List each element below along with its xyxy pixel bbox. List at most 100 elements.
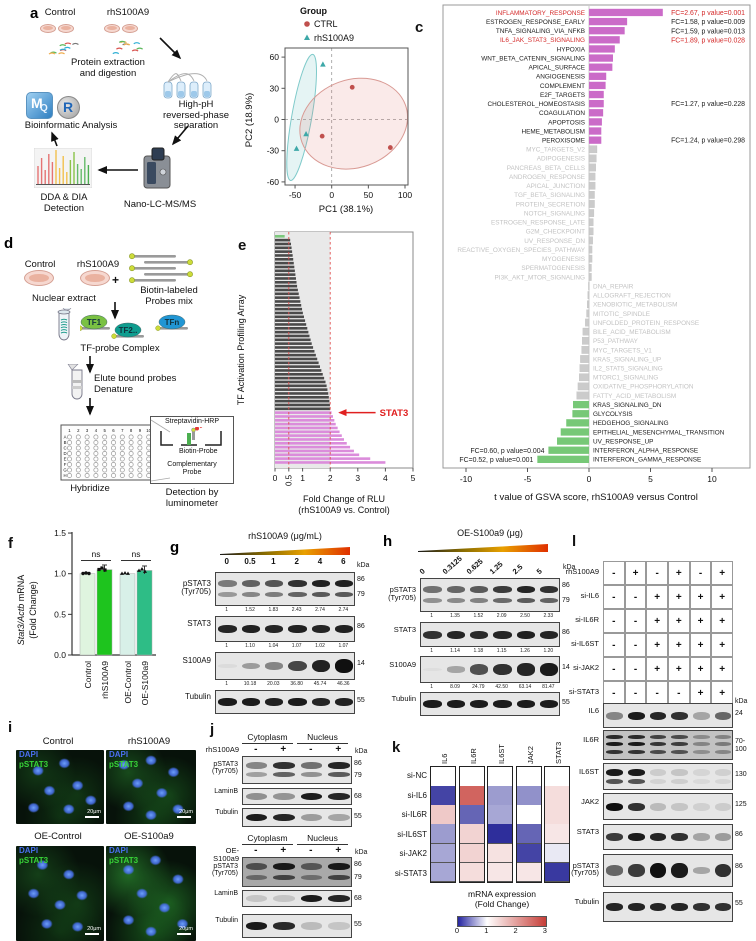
panel-label-g: g [170, 540, 179, 555]
fc-annotation: FC=1.58, p value=0.009 [671, 19, 745, 26]
kda-label: 86 [357, 576, 365, 583]
heatmap-cell [517, 863, 541, 883]
condition-label: si-IL6R [545, 616, 599, 624]
heatmap-column [430, 766, 456, 883]
heatmap-cell [431, 786, 455, 806]
sign-cell: + [711, 561, 733, 585]
quant-value: 1.02 [308, 643, 331, 649]
gsva-bar [589, 146, 597, 153]
condition-label: si-IL6ST [545, 640, 599, 648]
y-tick: 1.5 [54, 530, 66, 538]
gsva-bar [589, 228, 593, 235]
treatment-sign: + [647, 640, 667, 651]
blot-row-label: STAT3 [372, 626, 416, 634]
pathway-label: PEROXISOME [542, 138, 585, 145]
panel-g-dose-gradient [220, 547, 350, 555]
x-tick: 0 [273, 473, 278, 483]
blot-row-label: IL6R [545, 736, 599, 744]
pathway-label: KRAS_SIGNALING_DN [593, 402, 662, 409]
quant-value: 1 [215, 681, 238, 687]
tf-bar [275, 319, 305, 322]
kda-unit: kDa [355, 849, 375, 857]
blot-row-label: STAT3 [163, 620, 211, 628]
qpcr-chart: f0.00.51.01.5ns nsStat3/Actb mRNA (Fold Ch… [0, 530, 160, 742]
sign-cell: - [603, 609, 625, 633]
blot-row-label: pSTAT3 (Tyr705) [163, 580, 211, 597]
f-category-label: OE-S100a9 [140, 661, 150, 706]
pathway-label: APICAL_SURFACE [529, 65, 585, 72]
gsva-bar [589, 200, 595, 207]
gsva-bar [561, 428, 589, 435]
culture-dish-icon [24, 270, 54, 286]
elute-tube-icon [66, 364, 90, 404]
r-letter: R [63, 99, 73, 115]
qpcr-bar [97, 570, 112, 655]
gsva-chart: cINFLAMMATORY_RESPONSE FC=2.67, p value=0… [412, 0, 756, 540]
quant-value: 36.80 [285, 681, 308, 687]
panel-a-treatment-label: rhS100A9 [96, 8, 160, 19]
pathway-label: REACTIVE_OXYGEN_SPECIES_PATHWAY [457, 247, 585, 254]
mass-spec-icon [142, 146, 174, 190]
dose-label: 1 [262, 558, 285, 567]
treatment-sign: + [669, 592, 689, 603]
tf-bar [275, 427, 338, 430]
blot-box [242, 914, 352, 938]
fc-annotation: FC=0.60, p value=0.004 [470, 448, 544, 455]
heatmap-cell [431, 863, 455, 883]
quant-value: 63.14 [513, 684, 536, 690]
x-tick: -10 [460, 474, 473, 484]
pathway-label: COMPLEMENT [540, 83, 585, 90]
blot-row-label: S100A9 [163, 657, 211, 665]
heatmap-row-label: si-IL6ST [385, 831, 427, 840]
plate-row-label: A [64, 435, 67, 440]
dose-label: 0.5 [238, 558, 261, 567]
blot-row-label: LaminB [204, 788, 238, 795]
pathway-label: HEDGEHOG_SIGNALING [593, 420, 669, 427]
panel-label-d: d [4, 236, 13, 251]
sign-cell: + [690, 657, 712, 681]
pathway-label: OXIDATIVE_PHOSPHORYLATION [593, 384, 694, 391]
treatment-sign: - [242, 744, 270, 755]
tf-bar [275, 358, 317, 361]
colorbar-tick: 3 [539, 927, 551, 935]
gsva-xlabel: t value of GSVA score, rhS100A9 versus C… [494, 492, 698, 503]
sign-cell: - [690, 561, 712, 585]
kda-label: 86 [735, 831, 743, 838]
gsva-bar [587, 310, 589, 317]
kda-label: 79 [354, 772, 362, 779]
blot-box [215, 690, 355, 714]
heatmap-cell [460, 786, 484, 806]
treatment-sign: - [626, 664, 646, 675]
micro-image-OE-Control: DAPI pSTAT3 20μm [16, 846, 104, 941]
kda-label: 86 [562, 629, 570, 636]
treatment-sign: + [712, 664, 732, 675]
tf-bar [275, 369, 321, 372]
blot-row-label: IL6ST [545, 768, 599, 776]
panel-label-k: k [392, 740, 406, 757]
tf-bar [275, 377, 324, 380]
tf-bar [275, 400, 329, 403]
sign-cell: - [625, 585, 647, 609]
gsva-bar [582, 346, 589, 353]
fraction-group-label: Nucleus [297, 733, 348, 744]
fc-annotation: FC=1.24, p value=0.298 [671, 138, 745, 145]
culture-dish-icon [80, 270, 110, 286]
sign-cell: - [625, 633, 647, 657]
gsva-bar [589, 64, 612, 71]
treatment-sign: + [712, 568, 732, 579]
heatmap-col-label: IL6R [470, 734, 478, 764]
overlay-pstat3: pSTAT3 [19, 761, 79, 770]
treatment-sign: - [604, 664, 624, 675]
panel-d-hybridize-label: Hybridize [50, 484, 130, 495]
treatment-sign: + [669, 664, 689, 675]
scale-bar-label: 20μm [163, 809, 193, 815]
tf-bar [275, 385, 327, 388]
tf-bar [275, 342, 312, 345]
panel-a-control-label: Control [32, 8, 88, 19]
streptavidin-label: Streptavidin-HRP [151, 418, 233, 426]
micro-image-OE-S100a9: DAPI pSTAT3 20μm [106, 846, 196, 941]
gsva-bar [589, 18, 627, 25]
overlay-pstat3: pSTAT3 [19, 857, 79, 866]
treatment-sign: - [604, 592, 624, 603]
scale-bar [85, 816, 99, 818]
